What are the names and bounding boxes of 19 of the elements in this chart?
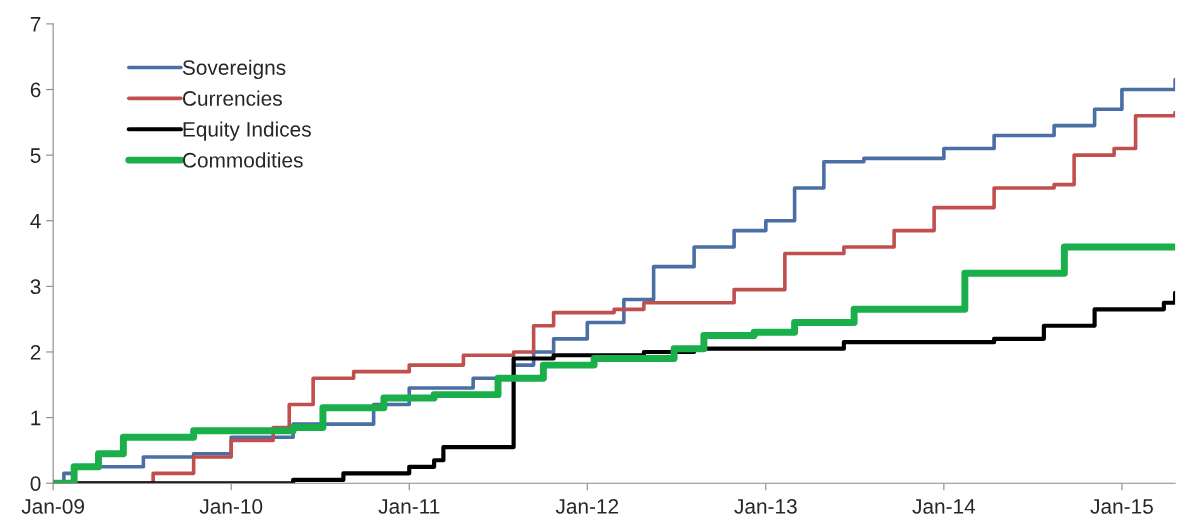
y-tick-label: 5	[30, 148, 41, 163]
legend-label: Equity Indices	[183, 121, 311, 141]
x-tick-label: Jan-15	[1090, 499, 1153, 514]
x-tick-label: Jan-11	[378, 499, 440, 514]
y-tick-label: 7	[30, 17, 41, 32]
x-tick-label: Jan-13	[734, 499, 797, 514]
y-tick-label: 4	[30, 213, 41, 229]
y-tick-label: 1	[31, 410, 41, 426]
y-tick-label: 0	[30, 476, 41, 491]
x-tick-label: Jan-12	[555, 499, 619, 514]
y-tick-label: 3	[30, 279, 41, 295]
legend-label: Commodities	[182, 152, 303, 168]
y-tick-label: 2	[30, 344, 41, 360]
x-tick-label: Jan-14	[912, 499, 976, 514]
x-tick-label: Jan-10	[199, 499, 263, 514]
legend-label: Sovereigns	[182, 59, 286, 80]
legend-label: Currencies	[182, 90, 282, 106]
y-tick-label: 6	[30, 82, 41, 98]
x-tick-label: Jan-09	[21, 499, 85, 514]
